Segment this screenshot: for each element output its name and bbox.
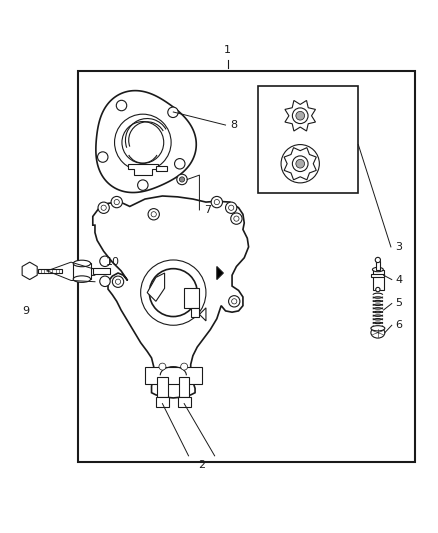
Circle shape: [98, 202, 110, 213]
Circle shape: [122, 122, 164, 163]
Circle shape: [293, 108, 308, 124]
Circle shape: [111, 197, 122, 208]
Circle shape: [296, 111, 304, 120]
Bar: [376, 261, 380, 270]
Circle shape: [100, 256, 110, 266]
Circle shape: [229, 205, 234, 211]
Circle shape: [115, 114, 171, 171]
Circle shape: [177, 174, 187, 184]
Bar: [258, 86, 358, 192]
Circle shape: [113, 276, 124, 287]
Text: 7: 7: [204, 205, 211, 215]
Circle shape: [232, 298, 237, 304]
Circle shape: [214, 199, 219, 205]
Bar: [156, 397, 169, 407]
Text: 1: 1: [224, 45, 231, 55]
Polygon shape: [127, 164, 158, 175]
Bar: [157, 377, 168, 397]
Text: 4: 4: [395, 274, 403, 285]
Bar: [39, 269, 62, 273]
Bar: [156, 166, 167, 171]
Circle shape: [151, 212, 156, 217]
Bar: [78, 71, 415, 462]
Ellipse shape: [372, 268, 383, 272]
Circle shape: [375, 257, 381, 263]
Circle shape: [293, 156, 308, 172]
Bar: [184, 288, 199, 308]
Circle shape: [116, 100, 127, 111]
Circle shape: [98, 152, 108, 162]
Circle shape: [148, 208, 159, 220]
Bar: [93, 268, 110, 274]
Bar: [178, 397, 191, 407]
Text: 2: 2: [198, 460, 205, 470]
Circle shape: [116, 279, 120, 284]
Circle shape: [234, 216, 239, 221]
Circle shape: [138, 180, 148, 190]
Circle shape: [281, 144, 319, 183]
Polygon shape: [284, 148, 316, 180]
Bar: [73, 263, 91, 279]
Text: 3: 3: [395, 242, 402, 252]
Text: 10: 10: [106, 257, 120, 267]
Polygon shape: [22, 262, 37, 279]
Polygon shape: [147, 273, 165, 301]
Circle shape: [101, 205, 106, 211]
Circle shape: [181, 363, 187, 370]
Circle shape: [229, 296, 240, 307]
Text: 6: 6: [395, 320, 402, 330]
Bar: [145, 367, 201, 384]
Ellipse shape: [73, 276, 91, 282]
Polygon shape: [285, 100, 315, 131]
Circle shape: [296, 159, 304, 168]
Ellipse shape: [371, 327, 385, 338]
Text: 9: 9: [22, 305, 29, 316]
Circle shape: [231, 213, 242, 224]
Circle shape: [211, 197, 223, 208]
Circle shape: [100, 276, 110, 287]
Circle shape: [149, 269, 197, 317]
Text: 8: 8: [230, 120, 237, 130]
Ellipse shape: [371, 326, 385, 331]
Polygon shape: [78, 268, 95, 277]
Bar: [191, 308, 199, 317]
Polygon shape: [93, 196, 249, 398]
Circle shape: [168, 107, 178, 117]
Circle shape: [226, 202, 237, 213]
Circle shape: [175, 158, 185, 169]
Polygon shape: [96, 91, 196, 192]
Polygon shape: [217, 266, 223, 279]
Ellipse shape: [73, 260, 91, 266]
Circle shape: [376, 287, 380, 292]
Bar: [371, 274, 385, 277]
Circle shape: [114, 199, 119, 205]
Circle shape: [141, 260, 206, 325]
Bar: [179, 377, 189, 397]
Bar: [373, 270, 384, 290]
Text: 5: 5: [395, 298, 402, 309]
Circle shape: [180, 177, 185, 182]
Circle shape: [159, 363, 166, 370]
